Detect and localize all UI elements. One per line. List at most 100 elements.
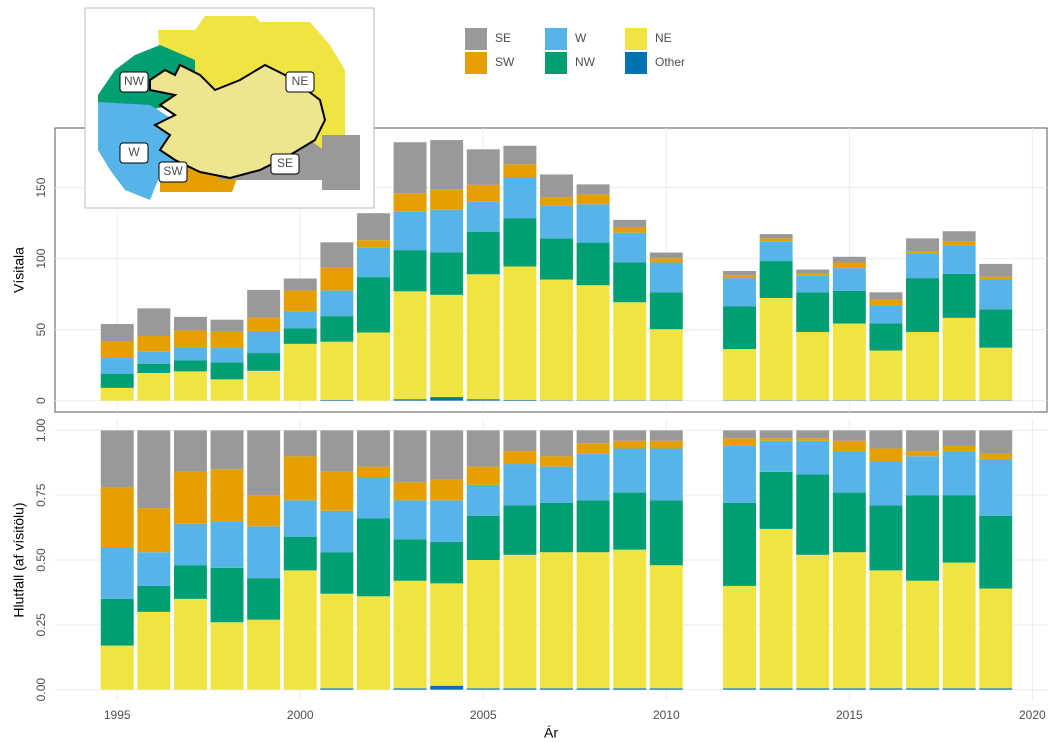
bar-segment [759,430,793,439]
region-se [322,135,360,190]
bar-segment [173,371,207,401]
bar-segment [942,451,976,496]
bar-segment [649,430,683,441]
bar-segment [393,580,427,689]
map-label-box [158,161,188,183]
bar-segment [283,328,317,344]
bar-segment [320,471,354,511]
bar-segment [320,267,354,291]
bar-segment [503,430,537,452]
bar-segment [173,330,207,348]
bar-segment [173,565,207,599]
y-tick-label: 100 [34,248,48,268]
bar-segment [393,399,427,401]
bar-segment [576,194,610,205]
bar-segment [723,275,756,279]
x-tick-label: 2020 [1019,708,1046,722]
y-tick-label: 0.25 [34,613,48,637]
bar-segment [796,269,830,274]
bar-segment [430,397,464,401]
bar-segment [906,456,940,496]
bar-segment [430,479,464,501]
bar-segment [979,515,1013,589]
bar-segment [356,477,390,519]
map-label-box [270,153,300,175]
bar-segment [247,619,281,690]
x-tick-label: 2010 [653,708,680,722]
bar-segment [869,299,903,306]
bar-segment [503,218,537,267]
bar-segment [576,184,610,195]
bar-segment [466,274,500,400]
bar-segment [942,273,976,318]
bar-segment [649,252,683,259]
bar-segment [247,317,281,331]
bar-segment [906,451,940,457]
bar-segment [320,242,354,268]
bar-segment [137,611,171,690]
bar-segment [613,448,647,493]
y-tick-label: 150 [34,177,48,197]
bar-segment [356,277,390,333]
bar-segment [173,523,207,566]
bar-segment [649,688,683,690]
bar-segment [100,598,134,646]
bar-segment [649,565,683,689]
bar-segment [503,145,537,165]
bar-segment [869,305,903,324]
bar-segment [613,688,647,690]
bar-segment [723,585,756,689]
bar-segment [759,234,793,239]
bar-segment [723,445,756,503]
bar-segment [393,500,427,540]
bar-segment [832,492,866,553]
map-label: SE [277,156,293,170]
x-tick-label: 2005 [470,708,497,722]
legend-swatch [545,28,567,50]
legend-swatch [465,28,487,50]
bar-segment [430,294,464,398]
bar-segment [723,278,756,307]
bar-segment [430,430,464,480]
bar-segment [759,238,793,242]
y-tick-label: 0.75 [34,483,48,507]
bar-segment [210,331,244,349]
bar-segment [320,341,354,400]
bar-segment [576,500,610,553]
bar-segment [869,461,903,506]
bar-segment [796,273,830,276]
bar-segment [283,500,317,537]
bar-segment [906,278,940,333]
bar-segment [100,341,134,359]
bar-segment [613,219,647,227]
bar-segment [137,308,171,337]
bar-segment [906,253,940,279]
bar-segment [320,430,354,472]
bar-segment [942,562,976,689]
bar-segment [430,541,464,584]
bar-segment [576,430,610,444]
bar-segment [393,250,427,292]
bar-segment [320,316,354,342]
bar-segment [723,270,756,276]
map-label-box [119,142,149,164]
bar-segment [466,484,500,516]
map-label: NE [292,74,309,88]
bar-segment [759,261,793,298]
bar-segment [210,348,244,363]
bar-segment [649,258,683,263]
map-label-box [119,71,149,93]
bar-segment [393,211,427,251]
bar-segment [466,201,500,232]
bar-segment [723,688,756,690]
bar-segment [540,502,573,553]
bar-segment [979,263,1013,277]
bar-segment [210,622,244,690]
bar-segment [137,430,171,509]
bar-segment [210,567,244,623]
bar-segment [210,379,244,401]
bar-segment [723,502,756,586]
bar-segment [906,332,940,401]
bar-segment [503,554,537,689]
